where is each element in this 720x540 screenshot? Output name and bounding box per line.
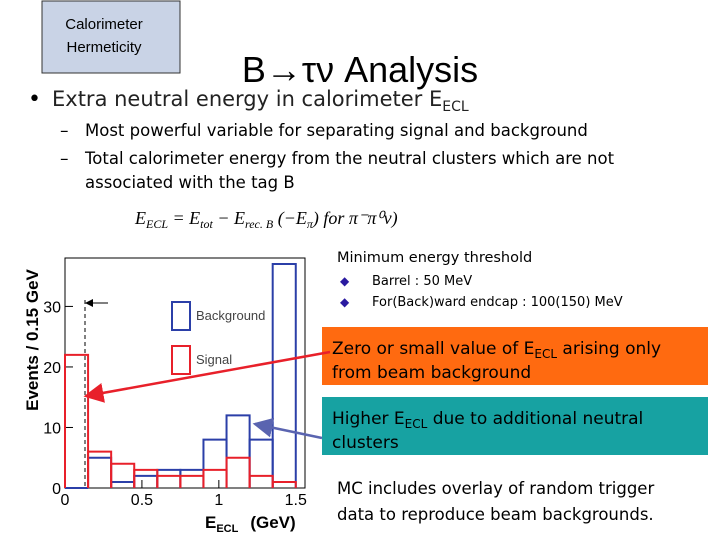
legend-swatch xyxy=(171,301,191,331)
x-tick-label: 1 xyxy=(214,492,223,509)
f: tot xyxy=(200,217,213,231)
bullet-sub: ECL xyxy=(442,99,469,115)
y-tick-label: 30 xyxy=(43,299,61,316)
sub-bullet: associated with the tag B xyxy=(85,173,295,192)
box-line: clusters xyxy=(332,433,399,453)
blue-arrow xyxy=(252,417,323,440)
hist-bin xyxy=(202,468,228,488)
hist-bin xyxy=(110,462,136,488)
bullet: Extra neutral energy in calorimeter EECL xyxy=(52,87,469,115)
hist-bin xyxy=(271,480,297,488)
threshold-item: Barrel : 50 MeV xyxy=(372,274,472,289)
dash: – xyxy=(60,149,69,169)
y-axis-label: Events / 0.15 GeV xyxy=(23,268,42,410)
threshold-title: Minimum energy threshold xyxy=(337,250,532,266)
formula: EECL = Etot − Erec. B (−Eπ) for π⁻π⁰ν) xyxy=(134,208,398,231)
x-label-unit: (GeV) xyxy=(250,513,295,532)
t: arising only xyxy=(557,339,661,359)
x-label-sub: ECL xyxy=(216,523,238,535)
box-line: from beam background xyxy=(332,363,531,383)
legend-label: Signal xyxy=(196,352,232,367)
orange-box xyxy=(322,327,708,385)
t: Higher E xyxy=(332,409,405,429)
hist-bin xyxy=(64,353,90,488)
hist-bin xyxy=(271,263,297,488)
hist-bin xyxy=(202,438,228,488)
f: − E xyxy=(213,208,245,228)
hist-bin xyxy=(179,474,205,488)
box-line: Higher EECL due to additional neutral xyxy=(332,409,643,431)
hist-bin xyxy=(248,474,274,488)
diamond: ◆ xyxy=(340,274,350,288)
f: E xyxy=(134,208,146,228)
y-tick-label: 20 xyxy=(43,360,61,377)
label-line: Calorimeter xyxy=(65,16,143,33)
note-line: MC includes overlay of random trigger xyxy=(337,479,654,498)
x-label-main: E xyxy=(205,513,216,532)
f: (−E xyxy=(273,208,307,229)
note-line: data to reproduce beam backgrounds. xyxy=(337,505,654,524)
dash: – xyxy=(60,121,69,141)
sub-bullet: Most powerful variable for separating si… xyxy=(85,121,588,140)
x-tick-label: 0.5 xyxy=(131,492,153,509)
hist-bin xyxy=(179,468,205,488)
threshold-item: For(Back)ward endcap : 100(150) MeV xyxy=(372,295,623,310)
f: = E xyxy=(168,208,200,228)
slide-title: B→τν Analysis xyxy=(242,49,478,90)
hist-bin xyxy=(110,480,136,488)
label-box xyxy=(41,0,181,74)
x-axis-label: EECL (GeV) xyxy=(205,513,296,535)
t: Zero or small value of E xyxy=(332,339,534,359)
t: ECL xyxy=(405,417,428,431)
t: ECL xyxy=(534,347,557,361)
box-line: Zero or small value of EECL arising only xyxy=(332,339,661,361)
label-line: Hermeticity xyxy=(66,39,142,56)
bullet-text: Extra neutral energy in calorimeter E xyxy=(52,87,442,111)
f: ) for π⁻π⁰ν) xyxy=(312,208,398,229)
hist-bin xyxy=(225,414,251,488)
sub-bullet: Total calorimeter energy from the neutra… xyxy=(84,149,615,168)
histogram: 0 10 20 30 0 0.5 1 1.5 Events / 0.15 GeV EECL (GeV… xyxy=(23,257,307,535)
bullet-dot: • xyxy=(28,87,41,112)
f: rec. B xyxy=(245,217,274,231)
hist-bin xyxy=(156,468,182,488)
x-tick-label: 0 xyxy=(61,492,70,509)
teal-box xyxy=(322,397,708,455)
hist-bin xyxy=(133,468,159,488)
hist-bin xyxy=(133,474,159,488)
hist-bin xyxy=(87,456,113,488)
hist-bin xyxy=(156,474,182,488)
red-arrow xyxy=(83,350,331,403)
f: π xyxy=(307,217,314,231)
legend-swatch xyxy=(171,345,191,375)
x-tick-label: 1.5 xyxy=(285,492,307,509)
legend-label: Background xyxy=(196,308,265,323)
diamond: ◆ xyxy=(340,295,350,309)
t: due to additional neutral xyxy=(427,409,643,429)
hist-bin xyxy=(225,456,251,488)
y-tick-label: 0 xyxy=(52,481,61,498)
f: ECL xyxy=(145,217,168,231)
hist-bin xyxy=(248,438,274,488)
y-tick-label: 10 xyxy=(43,420,61,437)
